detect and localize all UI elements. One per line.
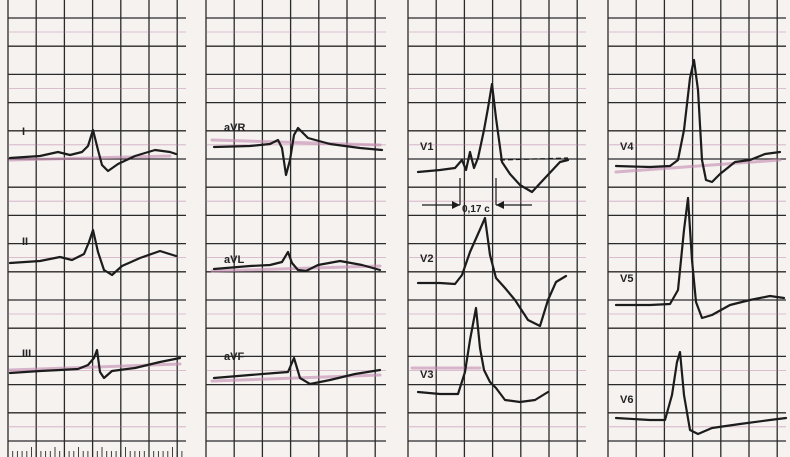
baseline-highlight [210,373,382,383]
lead-label-V4: V4 [620,141,634,153]
trace-aVL [212,250,382,273]
lead-label-V1: V1 [420,141,433,153]
lead-label-I: I [22,126,25,138]
interval-arrow-right-head [496,201,504,209]
grid-limb-aug [205,0,386,457]
trace-I [8,128,178,173]
v1-dashed-baseline [499,157,569,161]
interval-label: 0,17 c [462,204,490,215]
lead-label-V6: V6 [620,394,633,406]
baseline-highlight [8,154,172,162]
lead-label-V2: V2 [420,253,433,265]
baseline-highlight [614,158,782,174]
trace-III [8,348,182,380]
trace-V1 [416,82,570,194]
lead-label-II: II [22,236,28,248]
baseline-highlight [210,138,382,147]
trace-V5 [614,196,786,320]
trace-V4 [614,58,782,184]
trace-V3 [416,306,550,404]
grid-precordial-b [607,0,786,457]
lead-label-V5: V5 [620,273,633,285]
trace-V2 [416,216,568,328]
lead-label-aVR: aVR [224,122,245,134]
trace-layer [8,58,788,436]
lead-label-aVF: aVF [224,351,244,363]
trace-II [8,228,178,277]
interval-arrow-left-head [452,201,460,209]
lead-label-V3: V3 [420,369,433,381]
lead-labels: I II III aVR aVL aVF V1 V2 V3 V4 V5 V6 [22,122,634,406]
lead-label-aVL: aVL [224,254,244,266]
lead-label-III: III [22,348,31,360]
trace-aVF [212,356,382,386]
time-ruler [7,447,183,457]
grid-precordial-a [407,0,586,457]
interval-annotation: 0,17 c [422,178,532,215]
trace-V6 [614,350,788,436]
trace-aVR [212,126,384,177]
